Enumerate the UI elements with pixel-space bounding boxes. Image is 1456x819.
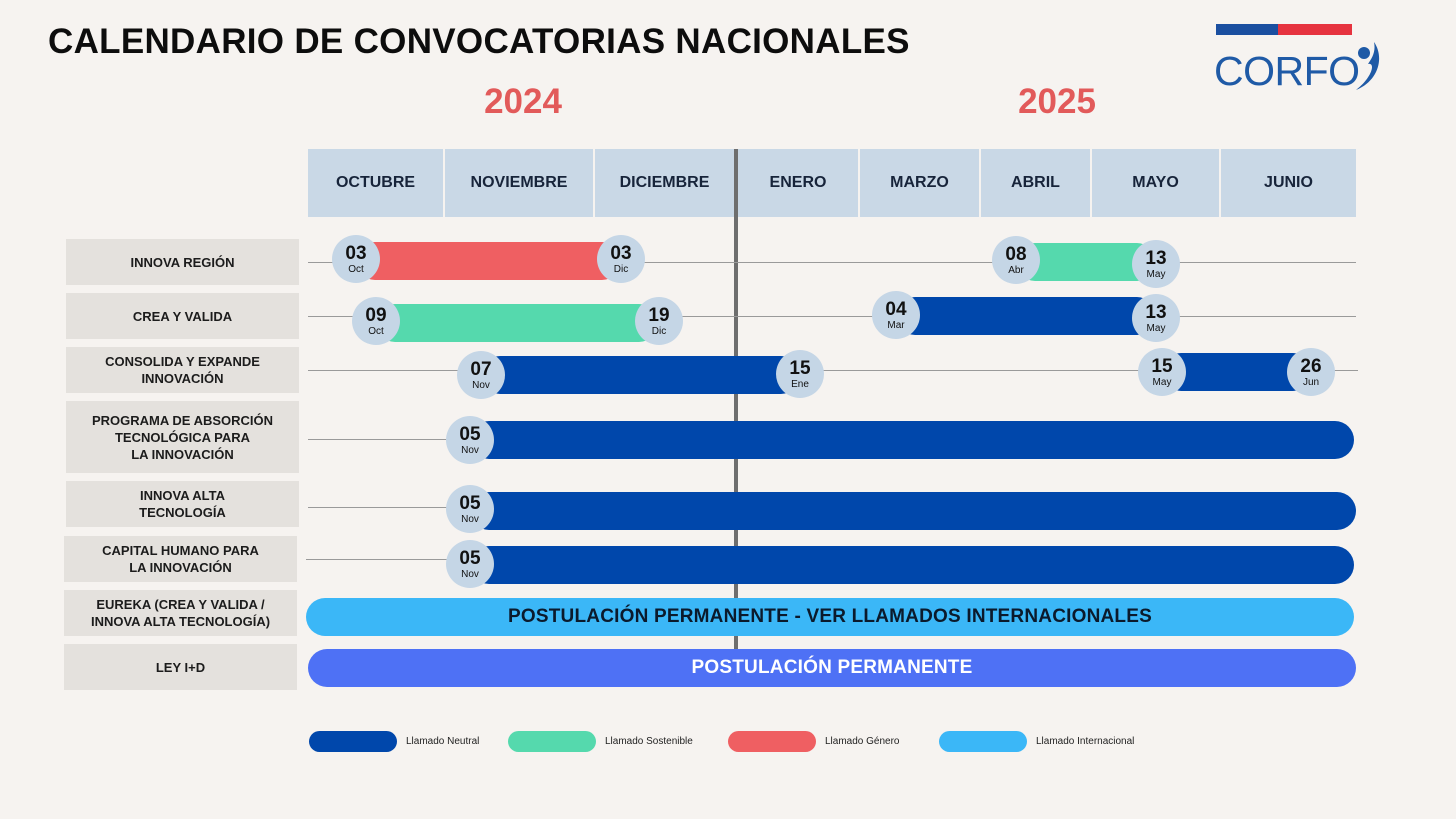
gridline-consolida (308, 370, 1358, 371)
year-2024: 2024 (484, 82, 562, 121)
badge-day: 04 (885, 298, 907, 320)
badge-day: 03 (345, 242, 367, 264)
gridline-programa-absorcion (308, 439, 458, 440)
bar-ley-id-permanente (308, 649, 1356, 687)
gridline-innova-alta (308, 507, 458, 508)
year-2025: 2025 (1018, 82, 1096, 121)
logo-wordmark: CORFO (1214, 48, 1360, 94)
month-junio: JUNIO (1221, 149, 1356, 217)
month-noviembre: NOVIEMBRE (445, 149, 593, 217)
badge-day: 13 (1145, 247, 1167, 269)
legend-label-sostenible: Llamado Sostenible (605, 736, 693, 747)
badge-day: 05 (459, 492, 481, 514)
badge-end-consolida-1: 15 Ene (776, 350, 824, 398)
badge-start-crea-y-valida-sostenible: 09 Oct (352, 297, 400, 345)
badge-end-innova-region-genero: 03 Dic (597, 235, 645, 283)
badge-end-consolida-2: 26 Jun (1287, 348, 1335, 396)
gridline-crea-y-valida (308, 316, 1356, 317)
year-divider (734, 149, 738, 650)
badge-month: Abr (1008, 264, 1024, 276)
row-label-innova-region: INNOVA REGIÓN (66, 239, 299, 285)
badge-month: Nov (461, 444, 479, 456)
badge-day: 15 (1151, 355, 1173, 377)
row-label-consolida-y-expande: CONSOLIDA Y EXPANDE INNOVACIÓN (66, 347, 299, 393)
badge-start-innova-alta: 05 Nov (446, 485, 494, 533)
badge-start-consolida-1: 07 Nov (457, 351, 505, 399)
legend-swatch-sostenible (508, 731, 596, 752)
legend-item-genero: Llamado Género (728, 731, 900, 752)
badge-month: Ene (791, 378, 809, 390)
row-label-crea-y-valida: CREA Y VALIDA (66, 293, 299, 339)
bar-crea-y-valida-neutral (896, 297, 1156, 335)
badge-day: 09 (365, 304, 387, 326)
badge-day: 08 (1005, 243, 1027, 265)
badge-start-consolida-2: 15 May (1138, 348, 1186, 396)
badge-month: Dic (651, 325, 667, 337)
logo-stripe-blue (1216, 24, 1278, 35)
month-mayo: MAYO (1092, 149, 1219, 217)
badge-start-capital-humano: 05 Nov (446, 540, 494, 588)
gridline-innova-region (308, 262, 1356, 263)
badge-day: 05 (459, 423, 481, 445)
badge-month: May (1146, 268, 1166, 280)
bar-innova-region-genero (356, 242, 621, 280)
legend-label-internacional: Llamado Internacional (1036, 736, 1135, 747)
bar-programa-absorcion-neutral (470, 421, 1354, 459)
bar-capital-humano-neutral (470, 546, 1354, 584)
badge-month: Jun (1302, 376, 1320, 388)
badge-month: Mar (887, 319, 905, 331)
legend-swatch-genero (728, 731, 816, 752)
row-label-programa-absorcion: PROGRAMA DE ABSORCIÓN TECNOLÓGICA PARA L… (66, 401, 299, 473)
bar-ley-id-text: POSTULACIÓN PERMANENTE (691, 657, 973, 678)
badge-month: Dic (613, 263, 629, 275)
badge-month: May (1152, 376, 1172, 388)
legend-label-genero: Llamado Género (825, 736, 900, 747)
badge-day: 13 (1145, 301, 1167, 323)
badge-month: Oct (368, 325, 384, 337)
legend-label-neutral: Llamado Neutral (406, 736, 480, 747)
row-label-innova-alta-tecnologia: INNOVA ALTA TECNOLOGÍA (66, 481, 299, 527)
legend-item-sostenible: Llamado Sostenible (508, 731, 693, 752)
row-label-ley-id: LEY I+D (64, 644, 297, 690)
badge-month: Nov (461, 513, 479, 525)
legend-item-internacional: Llamado Internacional (939, 731, 1134, 752)
badge-start-innova-region-genero: 03 Oct (332, 235, 380, 283)
badge-day: 19 (648, 304, 670, 326)
badge-month: May (1146, 322, 1166, 334)
legend-swatch-internacional (939, 731, 1027, 752)
logo-stripe-red (1278, 24, 1352, 35)
badge-day: 03 (610, 242, 632, 264)
badge-end-innova-region-sostenible: 13 May (1132, 240, 1180, 288)
bar-crea-y-valida-sostenible (376, 304, 658, 342)
badge-month: Oct (348, 263, 364, 275)
page-title: CALENDARIO DE CONVOCATORIAS NACIONALES (48, 22, 910, 61)
badge-month: Nov (472, 379, 490, 391)
bar-consolida-neutral-1 (481, 356, 800, 394)
row-label-capital-humano: CAPITAL HUMANO PARA LA INNOVACIÓN (64, 536, 297, 582)
month-diciembre: DICIEMBRE (595, 149, 734, 217)
badge-end-crea-y-valida-sostenible: 19 Dic (635, 297, 683, 345)
bar-eureka-text: POSTULACIÓN PERMANENTE - VER LLAMADOS IN… (508, 606, 1152, 627)
badge-start-crea-y-valida-neutral: 04 Mar (872, 291, 920, 339)
month-octubre: OCTUBRE (308, 149, 443, 217)
person-icon (1356, 42, 1380, 90)
badge-start-innova-region-sostenible: 08 Abr (992, 236, 1040, 284)
corfo-logo: CORFO (1214, 24, 1380, 94)
row-label-eureka: EUREKA (CREA Y VALIDA / INNOVA ALTA TECN… (64, 590, 297, 636)
gridline-capital-humano (306, 559, 458, 560)
badge-day: 07 (470, 358, 492, 380)
month-enero: ENERO (738, 149, 858, 217)
badge-day: 05 (459, 547, 481, 569)
badge-day: 26 (1300, 355, 1322, 377)
badge-month: Nov (461, 568, 479, 580)
badge-start-programa-absorcion: 05 Nov (446, 416, 494, 464)
bar-innova-alta-neutral (470, 492, 1356, 530)
month-marzo: MARZO (860, 149, 979, 217)
legend-item-neutral: Llamado Neutral (309, 731, 479, 752)
legend-swatch-neutral (309, 731, 397, 752)
badge-day: 15 (789, 357, 811, 379)
bar-eureka-internacional (306, 598, 1354, 636)
badge-end-crea-y-valida-neutral: 13 May (1132, 294, 1180, 342)
month-abril: ABRIL (981, 149, 1090, 217)
